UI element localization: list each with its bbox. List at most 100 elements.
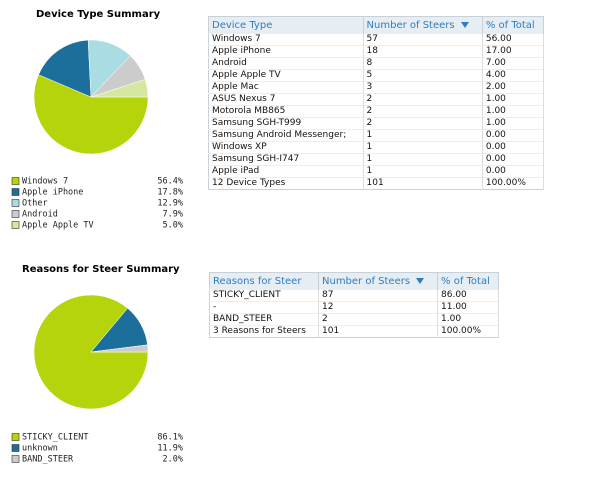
table-cell: Apple Mac	[208, 81, 364, 94]
table-cell: 11.00	[437, 301, 499, 314]
table-row: Motorola MB865 2 1.00	[208, 105, 545, 118]
legend-label: unknown	[22, 444, 58, 454]
table-cell: 100.00%	[482, 177, 545, 190]
legend-swatch	[11, 433, 20, 441]
table-cell: 3 Reasons for Steers	[209, 325, 319, 338]
legend-value: 2.0%	[163, 455, 183, 465]
table-row: BAND_STEER 2 1.00	[209, 313, 499, 326]
header-row: Reasons for Steer Number of Steers% of To…	[209, 272, 499, 290]
table-cell: Motorola MB865	[208, 105, 364, 118]
table-row: Android 8 7.00	[208, 57, 545, 70]
table-cell: 1	[363, 141, 483, 154]
legend-value: 56.4%	[157, 177, 183, 187]
table-cell: 0.00	[482, 165, 545, 178]
legend-value: 5.0%	[163, 221, 183, 231]
table-cell: Apple Apple TV	[208, 69, 364, 82]
column-header[interactable]: Device Type	[208, 16, 364, 34]
table-row: 3 Reasons for Steers 101 100.00%	[209, 325, 499, 338]
table-cell: 18	[363, 45, 483, 58]
legend-value: 11.9%	[157, 444, 183, 454]
table-cell: 87	[318, 289, 439, 302]
table-cell: 2	[363, 105, 483, 118]
header-row: Device Type Number of Steers% of Total	[208, 16, 545, 34]
column-header[interactable]: Reasons for Steer	[209, 272, 319, 290]
table-cell: 3	[363, 81, 483, 94]
legend-swatch	[11, 444, 20, 452]
chart-title: Reasons for Steer Summary	[22, 264, 180, 275]
table-cell: 2	[318, 313, 439, 326]
column-header[interactable]: Number of Steers	[363, 16, 483, 34]
table-cell: Android	[208, 57, 364, 70]
table-cell: 1	[363, 165, 483, 178]
table-cell: 1	[363, 129, 483, 142]
table-cell: 7.00	[482, 57, 545, 70]
table-cell: Apple iPad	[208, 165, 364, 178]
table-cell: Apple iPhone	[208, 45, 364, 58]
table-row: ASUS Nexus 7 2 1.00	[208, 93, 545, 106]
legend-swatch	[11, 221, 20, 229]
chart-title: Device Type Summary	[36, 9, 161, 20]
table-cell: 2	[363, 93, 483, 106]
table-row: Windows 7 57 56.00	[208, 33, 545, 46]
table-cell: 0.00	[482, 129, 545, 142]
pie-slice	[33, 74, 149, 155]
table-cell: 1.00	[482, 93, 545, 106]
legend-value: 7.9%	[163, 210, 183, 220]
table-cell: Samsung SGH-I747	[208, 153, 364, 166]
table-row: Samsung Android Messenger; 1 0.00	[208, 129, 545, 142]
table-row: Windows XP 1 0.00	[208, 141, 545, 154]
table-cell: 2.00	[482, 81, 545, 94]
legend-swatch	[11, 199, 20, 207]
legend-swatch	[11, 177, 20, 185]
table-cell: 101	[363, 177, 483, 190]
column-header[interactable]: % of Total	[437, 272, 499, 290]
legend-swatch	[11, 455, 20, 463]
legend-label: Windows 7	[22, 177, 68, 187]
table-cell: Windows XP	[208, 141, 364, 154]
sort-indicator	[416, 277, 425, 284]
table-cell: 57	[363, 33, 483, 46]
table-cell: 1.00	[482, 105, 545, 118]
table-cell: 0.00	[482, 141, 545, 154]
table-cell: STICKY_CLIENT	[209, 289, 319, 302]
legend-value: 17.8%	[157, 188, 183, 198]
legend-label: Other	[22, 199, 48, 209]
table-row: Apple Mac 3 2.00	[208, 81, 545, 94]
table-cell: 86.00	[437, 289, 499, 302]
table-cell: 5	[363, 69, 483, 82]
legend-value: 86.1%	[157, 433, 183, 443]
sort-indicator	[460, 21, 469, 28]
device-table: Device Type Number of Steers% of Total Win…	[208, 16, 545, 190]
table-row: 12 Device Types 101 100.00%	[208, 177, 545, 190]
table-cell: Samsung SGH-T999	[208, 117, 364, 130]
column-header[interactable]: Number of Steers	[318, 272, 439, 290]
legend-label: BAND_STEER	[22, 455, 74, 465]
table-cell: 1.00	[437, 313, 499, 326]
reason-table: Reasons for Steer Number of Steers% of To…	[209, 272, 499, 338]
table-cell: 56.00	[482, 33, 545, 46]
table-row: -12 11.00	[209, 301, 499, 314]
table-cell: Windows 7	[208, 33, 364, 46]
legend-swatch	[11, 188, 20, 196]
table-row: STICKY_CLIENT 87 86.00	[209, 289, 499, 302]
table-row: Samsung SGH-T999 2 1.00	[208, 117, 545, 130]
column-header[interactable]: % of Total	[482, 16, 545, 34]
table-cell: 12	[318, 301, 439, 314]
table-cell: 101	[318, 325, 439, 338]
legend-value: 12.9%	[157, 199, 183, 209]
table-cell: ASUS Nexus 7	[208, 93, 364, 106]
table-cell: 0.00	[482, 153, 545, 166]
pie-slice	[90, 79, 149, 98]
legend-swatch	[11, 210, 20, 218]
table-row: Apple iPad 1 0.00	[208, 165, 545, 178]
legend-label: STICKY_CLIENT	[22, 433, 89, 443]
legend-label: Android	[22, 210, 58, 220]
table-cell: 12 Device Types	[208, 177, 364, 190]
table-row: Apple iPhone 18 17.00	[208, 45, 545, 58]
pie-slice	[90, 344, 149, 353]
table-row: Apple Apple TV 5 4.00	[208, 69, 545, 82]
table-cell: 2	[363, 117, 483, 130]
table-cell: Samsung Android Messenger;	[208, 129, 364, 142]
